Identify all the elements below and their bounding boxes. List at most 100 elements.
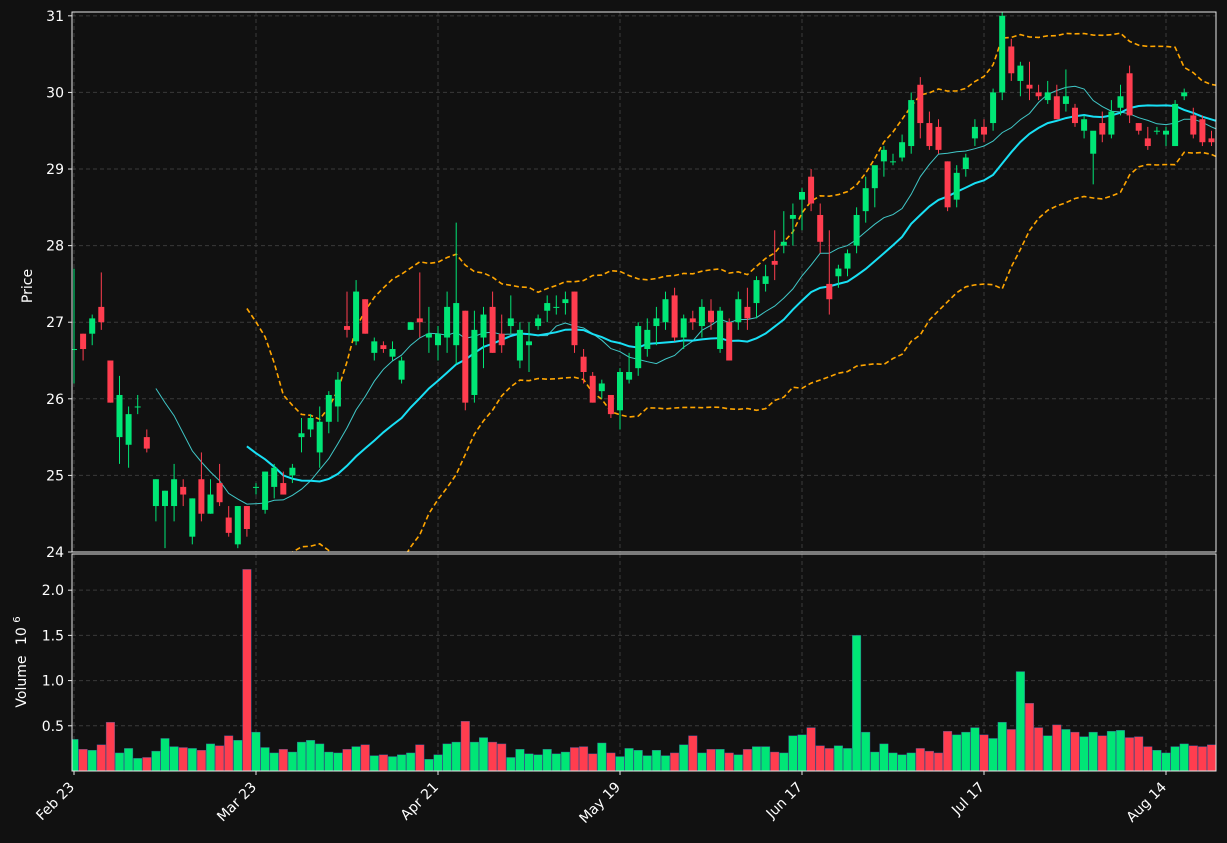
candle-body: [908, 100, 915, 147]
candle-body: [243, 506, 250, 530]
candle-body: [353, 291, 360, 342]
volume-bar: [888, 752, 898, 771]
bollinger-bands: [246, 32, 1216, 552]
candle-body: [862, 188, 869, 212]
candle-body: [926, 123, 933, 147]
volume-bar: [551, 753, 561, 771]
candle-body: [1081, 119, 1088, 131]
candle-body: [880, 149, 887, 162]
volume-bar: [78, 749, 88, 771]
volume-bar: [187, 748, 197, 771]
volume-bar: [169, 746, 179, 771]
volume-bar: [1061, 729, 1071, 771]
candle-body: [162, 490, 168, 507]
volume-bar: [406, 752, 416, 771]
volume-bar: [1143, 746, 1153, 771]
candle-body: [462, 310, 469, 403]
volume-bar: [843, 748, 853, 771]
volume-bar: [96, 744, 106, 771]
volume-bar: [1043, 735, 1053, 771]
candle-body: [780, 241, 787, 246]
volume-bar: [133, 758, 143, 771]
volume-bar: [852, 635, 862, 771]
price-tick-label: 27: [46, 315, 64, 331]
volume-bar: [1015, 671, 1025, 771]
candle-body: [362, 299, 369, 334]
candle-body: [407, 322, 414, 330]
candle-body: [598, 383, 605, 392]
candle-body: [644, 329, 651, 350]
candle-body: [234, 506, 241, 545]
candle-body: [516, 329, 523, 361]
volume-axis-label: Volume 10 6: [12, 616, 30, 707]
price-tick-label: 24: [46, 545, 64, 561]
price-tick-label: 29: [46, 162, 64, 178]
volume-bar: [287, 751, 297, 771]
volume-bar: [205, 743, 215, 771]
volume-bar: [1097, 735, 1107, 771]
volume-bar: [615, 756, 625, 771]
price-tick-label: 25: [46, 468, 64, 484]
volume-tick-label: 2.0: [42, 583, 64, 599]
candle-body: [80, 333, 87, 350]
candle-body: [971, 126, 978, 139]
volume-bar: [324, 751, 334, 771]
volume-bar: [397, 754, 407, 771]
candle-body: [853, 214, 860, 246]
volume-bar: [934, 752, 944, 771]
volume-bars: [72, 569, 1216, 771]
candle-body: [1199, 119, 1206, 143]
volume-bar: [1006, 729, 1016, 771]
candle-body: [1117, 96, 1124, 108]
volume-bar: [752, 746, 762, 771]
candle-body: [826, 283, 833, 300]
price-tick-label: 31: [46, 9, 64, 25]
candle-body: [917, 84, 924, 124]
volume-bar: [297, 741, 307, 771]
candle-body: [1053, 96, 1060, 120]
volume-y-axis: 0.5 1.0 1.5 2.0: [42, 583, 72, 735]
volume-bar: [251, 731, 261, 771]
volume-bar: [1024, 702, 1034, 771]
candle-body: [398, 360, 405, 380]
bollinger-lower-line: [290, 151, 1216, 552]
candle-body: [953, 172, 960, 200]
candle-body: [416, 318, 423, 323]
candle-body: [981, 126, 987, 135]
candle-body: [253, 486, 259, 488]
candle-body: [762, 276, 769, 284]
candle-body: [990, 92, 997, 124]
volume-bar: [515, 749, 525, 771]
candle-body: [72, 349, 77, 351]
volume-bar: [879, 743, 889, 771]
volume-bar: [260, 747, 270, 771]
volume-bar: [651, 750, 661, 771]
candle-body: [152, 479, 159, 507]
volume-bar: [378, 754, 388, 771]
volume-tick-label: 1.5: [42, 628, 64, 644]
candle-body: [1062, 96, 1069, 104]
volume-bar: [633, 750, 643, 771]
volume-bar: [151, 750, 161, 771]
volume-bar: [815, 745, 825, 771]
volume-bar: [1079, 736, 1089, 771]
volume-bar: [997, 721, 1007, 771]
candle-body: [371, 341, 378, 353]
price-tick-label: 26: [46, 392, 64, 408]
candle-body: [1026, 84, 1033, 89]
candle-body: [444, 306, 451, 338]
candle-body: [544, 303, 551, 311]
volume-bar: [624, 748, 634, 771]
candle-body: [962, 157, 969, 170]
candle-body: [789, 214, 796, 219]
volume-bar: [160, 738, 170, 771]
volume-axis-title: Volume: [14, 656, 30, 708]
volume-bar: [333, 752, 343, 771]
volume-bar: [597, 742, 607, 771]
candle-body: [671, 295, 678, 338]
candle-body: [1108, 111, 1115, 135]
candle-body: [1181, 92, 1188, 97]
candle-body: [726, 322, 733, 361]
volume-bar: [533, 754, 543, 771]
volume-bar: [806, 727, 816, 771]
